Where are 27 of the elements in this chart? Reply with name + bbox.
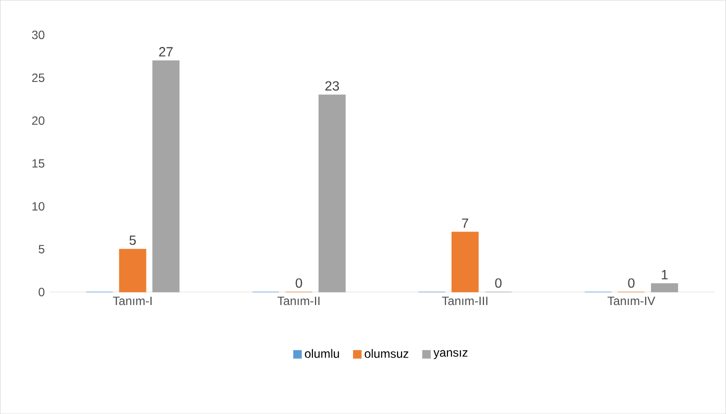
data-label: 0	[628, 278, 634, 288]
x-tick-label: Tanım-II	[278, 296, 320, 306]
legend-label: olumsuz	[364, 348, 408, 358]
bar	[650, 283, 678, 292]
x-tick-label: Tanım-I	[112, 296, 152, 306]
y-tick-label: 25	[32, 73, 44, 82]
bar	[152, 60, 180, 292]
y-tick-label: 30	[32, 30, 44, 40]
data-label: 0	[495, 278, 502, 288]
y-tick-label: 10	[32, 202, 44, 210]
x-tick-label: Tanım-IV	[608, 296, 656, 306]
bar	[452, 232, 479, 292]
x-tick-label: Tanım-III	[442, 296, 488, 306]
data-label: 23	[325, 81, 339, 91]
legend-label: olumlu	[304, 348, 339, 358]
data-label: 27	[159, 46, 173, 56]
bar	[318, 94, 346, 292]
data-label: 5	[130, 236, 136, 245]
y-tick-label: 15	[32, 159, 44, 168]
data-label: 0	[296, 278, 302, 288]
y-tick-label: 5	[38, 244, 44, 254]
y-tick-label: 20	[32, 116, 44, 125]
bar	[119, 248, 146, 292]
data-label: 7	[462, 218, 468, 228]
data-label: 1	[662, 270, 668, 280]
y-tick-label: 0	[38, 288, 44, 296]
legend-label: yansız	[433, 350, 468, 360]
